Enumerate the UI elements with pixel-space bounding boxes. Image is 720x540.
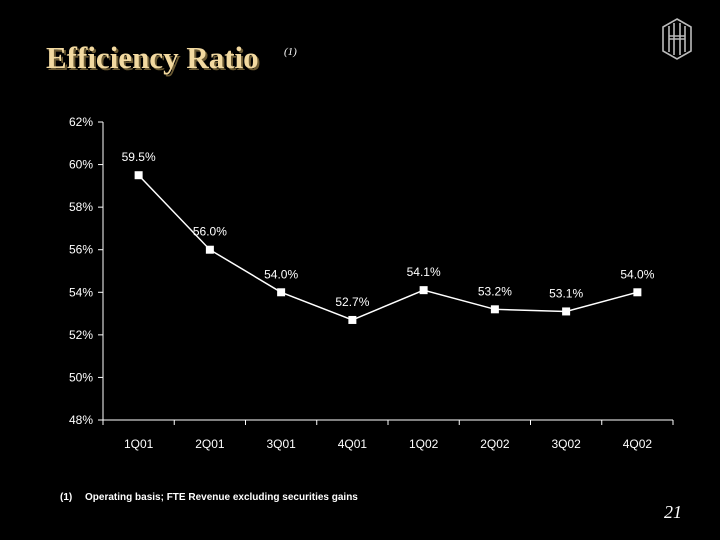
y-tick-label: 54% [69, 285, 93, 299]
x-tick-label: 3Q01 [266, 437, 296, 451]
x-tick-label: 1Q02 [409, 437, 439, 451]
data-point [205, 245, 214, 254]
footnote-number: (1) [60, 492, 73, 503]
data-label: 54.0% [264, 267, 298, 281]
y-tick-label: 56% [69, 243, 93, 257]
title-footnote-marker: (1) [284, 46, 297, 58]
slide-title: Efficiency Ratio [46, 40, 259, 75]
page-number: 21 [664, 502, 682, 522]
y-tick-label: 58% [69, 200, 93, 214]
y-tick-label: 62% [69, 115, 93, 129]
y-tick-label: 48% [69, 413, 93, 427]
data-point [134, 171, 143, 180]
data-label: 54.1% [407, 265, 441, 279]
footnote-text: Operating basis; FTE Revenue excluding s… [85, 492, 358, 503]
data-point [490, 305, 499, 314]
data-label: 53.1% [549, 286, 583, 300]
x-tick-label: 3Q02 [551, 437, 581, 451]
data-point [348, 315, 357, 324]
x-tick-label: 4Q01 [338, 437, 368, 451]
y-tick-label: 50% [69, 370, 93, 384]
data-label: 53.2% [478, 284, 512, 298]
data-point [633, 288, 642, 297]
x-tick-label: 2Q01 [195, 437, 225, 451]
series-line [138, 174, 638, 321]
data-point [562, 307, 571, 316]
y-tick-label: 60% [69, 158, 93, 172]
huntington-logo-icon [662, 18, 692, 60]
data-label: 56.0% [193, 225, 227, 239]
data-label: 54.0% [620, 267, 654, 281]
data-point [277, 288, 286, 297]
x-tick-label: 4Q02 [623, 437, 653, 451]
y-tick-label: 52% [69, 328, 93, 342]
x-tick-label: 1Q01 [124, 437, 154, 451]
data-point [419, 286, 428, 295]
data-label: 59.5% [122, 150, 156, 164]
data-label: 52.7% [335, 295, 369, 309]
footnote: (1) Operating basis; FTE Revenue excludi… [60, 492, 358, 503]
x-tick-label: 2Q02 [480, 437, 510, 451]
